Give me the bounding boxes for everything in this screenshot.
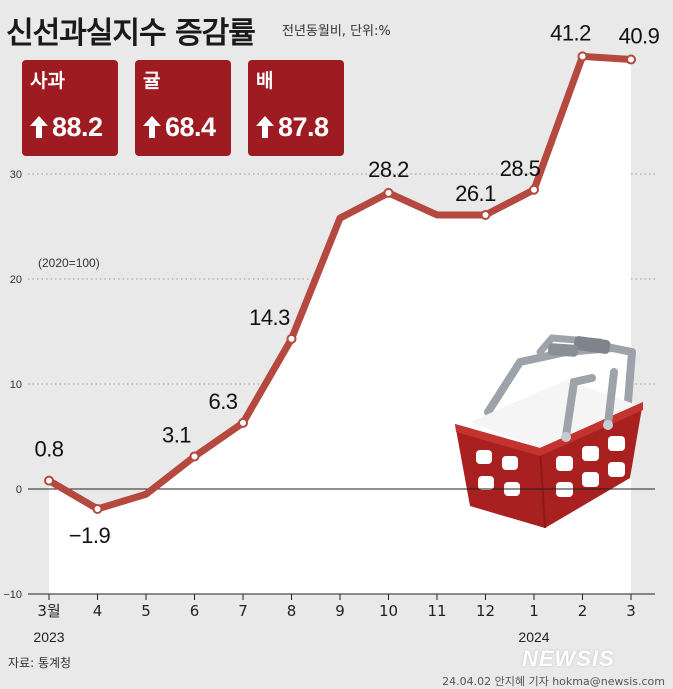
x-tick-label: 7 [238,602,248,620]
data-point [577,51,588,62]
data-point [92,503,103,514]
year-label: 2023 [33,629,64,645]
x-tick-label: 2 [578,602,588,620]
arrow-up-icon [30,116,48,138]
data-label: 26.1 [455,181,496,206]
data-point [286,333,297,344]
data-labels: 0.8 −1.9 3.1 6.3 14.3 28.2 26.128.5 41.2 40.9 [34,20,660,548]
data-label: 0.8 [34,437,63,462]
data-point [480,209,491,220]
badge-value: 88.2 [52,112,103,142]
arrow-up-icon [143,116,161,138]
y-tick-label: 10 [10,379,22,391]
badge-apple: 사과 88.2 [22,60,118,156]
data-label: 6.3 [208,389,237,414]
data-point [44,475,54,486]
y-tick-label: −10 [3,589,22,601]
badge-value: 87.8 [278,112,329,142]
newsis-logo: NEWSIS [522,646,615,671]
badge-value: 68.4 [165,112,216,142]
y-tick-label: 30 [10,169,22,181]
x-tick-label: 3 [626,602,636,620]
shopping-basket-icon [455,334,643,529]
x-tick-label: 5 [141,602,151,620]
arrow-up-icon [256,116,274,138]
x-tick-label: 9 [335,602,345,620]
data-point [529,184,539,195]
x-tick-label: 10 [379,602,398,620]
data-point [189,451,200,462]
data-line [44,51,636,514]
data-point [383,187,394,198]
x-tick-label: 8 [287,602,297,620]
y-tick-label: 0 [16,484,22,496]
chart-title: 신선과실지수 증감률 [6,16,256,51]
year-label: 2024 [518,629,549,645]
data-label: 14.3 [249,305,290,330]
data-point [238,417,248,428]
x-tick-label: 4 [93,602,103,620]
badge-tangerine: 귤 68.4 [135,60,231,156]
x-tick-label: 11 [427,602,446,620]
data-label: −1.9 [69,523,111,548]
data-label: 28.5 [500,156,541,181]
data-label: 28.2 [368,157,409,182]
badge-fruit-label: 배 [256,70,274,92]
data-label: 40.9 [619,24,660,49]
data-label: 3.1 [162,422,191,447]
base-year-note: (2020=100) [38,256,100,270]
badge-fruit-label: 귤 [143,70,161,92]
chart-subtitle: 전년동월비, 단위:% [282,24,391,39]
x-tick-label: 3월 [37,602,60,620]
credit-line: 24.04.02 안지혜 기자 hokma@newsis.com [442,675,665,688]
badge-fruit-label: 사과 [30,70,65,92]
x-tick-label: 6 [190,602,200,620]
data-label: 41.2 [550,20,591,45]
badge-pear: 배 87.8 [248,60,344,156]
x-tick-label: 1 [529,602,539,620]
x-tick-label: 12 [476,602,495,620]
y-tick-label: 20 [10,274,22,286]
source-note: 자료: 통계청 [8,656,72,670]
data-point [626,54,636,65]
